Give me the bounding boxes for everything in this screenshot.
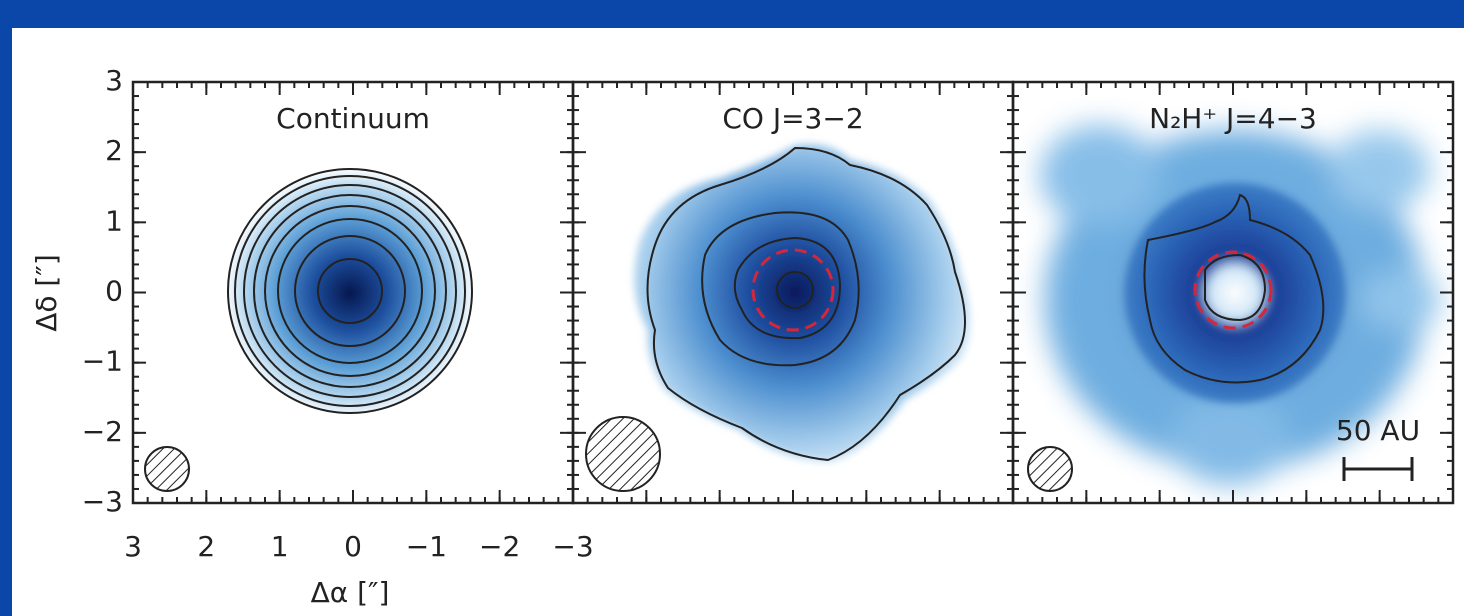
y-tick-label: 2 (105, 134, 123, 167)
x-tick-label: 1 (271, 530, 289, 563)
figure: 3 2 1 0 −1 −2 −3 −3 −2 −1 0 1 2 3 Continuum CO J=3−2 N₂H… (0, 0, 1464, 616)
x-axis-label: Δα [″] (311, 576, 390, 609)
panel-title: N₂H⁺ J=4−3 (1149, 102, 1317, 135)
y-axis-label: Δδ [″] (30, 254, 63, 332)
x-tick-label: 0 (344, 530, 362, 563)
x-tick-label: −2 (479, 530, 520, 563)
y-tick-label: 1 (105, 204, 123, 237)
y-tick-label: 3 (105, 64, 123, 97)
y-tick-label: −3 (82, 485, 123, 518)
x-tick-label: −1 (406, 530, 447, 563)
panel-title: CO J=3−2 (722, 102, 863, 135)
x-tick-label: 2 (197, 530, 215, 563)
continuum-image (228, 168, 472, 413)
page: {"chart_data": {"type": "image", "xlabel… (0, 0, 1464, 616)
panel-title: Continuum (276, 102, 430, 135)
x-tick-label: −3 (552, 530, 593, 563)
x-tick-label: 3 (124, 530, 142, 563)
y-tick-label: 0 (105, 275, 123, 308)
y-tick-label: −2 (82, 415, 123, 448)
scale-bar-label: 50 AU (1336, 414, 1420, 447)
y-tick-label: −1 (82, 345, 123, 378)
